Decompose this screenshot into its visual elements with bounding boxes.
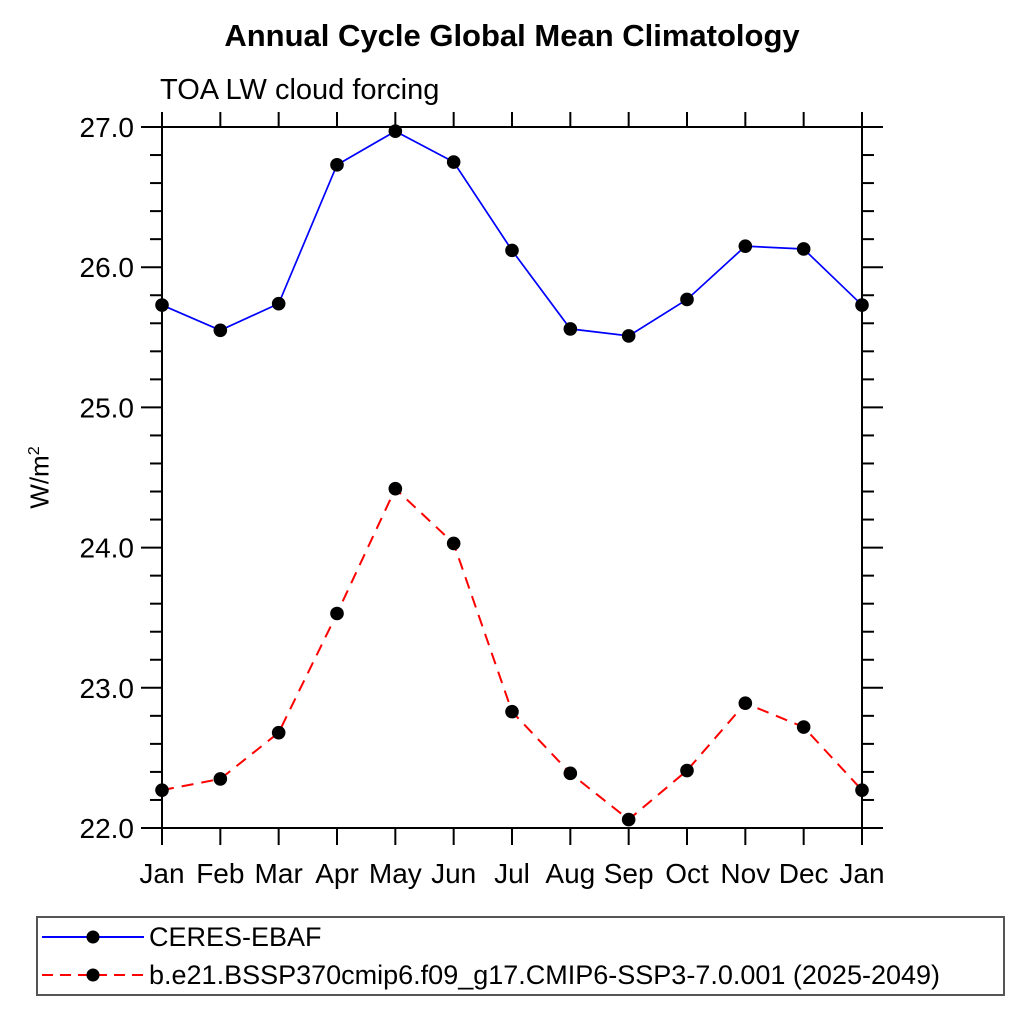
x-axis-tick-label: Jun xyxy=(431,858,476,889)
data-point-marker xyxy=(388,481,403,496)
x-axis-tick-label: Aug xyxy=(545,858,595,889)
data-point-marker xyxy=(621,812,636,827)
y-axis-tick-label: 24.0 xyxy=(80,533,135,564)
data-point-marker xyxy=(738,239,753,253)
legend-solid-line-marker-icon xyxy=(42,930,144,944)
x-axis-tick-label: Apr xyxy=(315,858,359,889)
data-point-marker xyxy=(446,155,461,169)
data-point-marker xyxy=(855,298,869,312)
x-axis-tick-label: May xyxy=(369,858,422,889)
data-point-marker xyxy=(796,242,811,256)
data-point-marker xyxy=(563,766,578,781)
legend-item-model-run: b.e21.BSSP370cmip6.f09_g17.CMIP6-SSP3-7.… xyxy=(38,956,1003,994)
series-line-1 xyxy=(161,487,863,821)
legend-label-ceres-ebaf: CERES-EBAF xyxy=(149,921,322,952)
x-axis-tick-label: Oct xyxy=(665,858,709,889)
series-line-0 xyxy=(161,130,863,337)
x-axis-tick-label: Jan xyxy=(839,858,884,889)
x-axis-tick-label: Feb xyxy=(196,858,244,889)
chart-title: Annual Cycle Global Mean Climatology xyxy=(224,18,800,53)
y-axis-tick-label: 27.0 xyxy=(80,112,135,143)
data-point-marker xyxy=(213,772,228,786)
x-axis-tick-label: Sep xyxy=(604,858,654,889)
data-point-marker xyxy=(796,720,811,734)
data-point-marker xyxy=(155,783,169,797)
data-point-marker xyxy=(330,606,344,621)
data-point-marker xyxy=(388,124,403,139)
data-point-marker xyxy=(621,329,636,343)
x-axis-tick-label: Nov xyxy=(720,858,770,889)
legend-item-ceres-ebaf: CERES-EBAF xyxy=(38,918,1003,956)
data-point-marker xyxy=(271,296,286,311)
y-axis-tick-label: 26.0 xyxy=(80,252,135,283)
data-point-marker xyxy=(505,704,519,719)
x-axis-tick-label: Jul xyxy=(494,858,530,889)
y-axis-tick-label: 23.0 xyxy=(80,673,135,704)
data-point-marker xyxy=(505,243,519,258)
y-axis-tick-label: 25.0 xyxy=(80,392,135,423)
data-point-marker xyxy=(738,696,753,711)
legend: CERES-EBAF b.e21.BSSP370cmip6.f09_g17.CM… xyxy=(36,916,1005,996)
data-point-marker xyxy=(155,298,169,312)
legend-label-model-run: b.e21.BSSP370cmip6.f09_g17.CMIP6-SSP3-7.… xyxy=(149,959,941,990)
x-axis-tick-label: Mar xyxy=(255,858,303,889)
data-point-marker xyxy=(330,158,344,172)
data-point-marker xyxy=(563,322,578,336)
plot-frame xyxy=(161,126,863,829)
data-point-marker xyxy=(680,763,694,778)
x-axis-tick-label: Dec xyxy=(779,858,829,889)
legend-dashed-line-marker-icon xyxy=(42,968,144,982)
data-point-marker xyxy=(855,783,869,797)
y-axis-tick-label: 22.0 xyxy=(80,813,135,844)
data-point-marker xyxy=(446,536,461,551)
data-point-marker xyxy=(271,725,286,740)
data-point-marker xyxy=(213,323,228,338)
chart-subtitle: TOA LW cloud forcing xyxy=(160,74,440,106)
data-point-marker xyxy=(680,292,694,307)
x-axis-tick-label: Jan xyxy=(139,858,184,889)
